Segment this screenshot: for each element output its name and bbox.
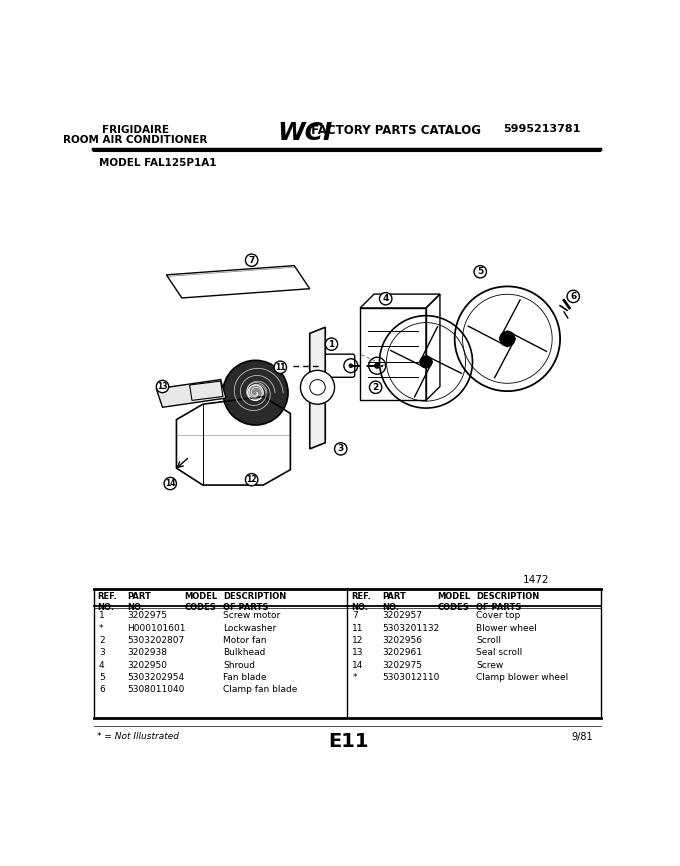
Text: 7: 7 [248, 255, 255, 265]
Text: FACTORY PARTS CATALOG: FACTORY PARTS CATALOG [307, 124, 481, 137]
Text: 3: 3 [99, 649, 105, 657]
Text: 3202975: 3202975 [128, 611, 168, 620]
Text: 2: 2 [373, 383, 379, 391]
Text: 5: 5 [477, 268, 483, 276]
Circle shape [369, 381, 382, 393]
Circle shape [301, 371, 335, 404]
Text: 3202957: 3202957 [382, 611, 422, 620]
Text: MODEL
CODES: MODEL CODES [438, 592, 471, 611]
Text: *: * [99, 624, 103, 633]
Circle shape [500, 331, 515, 346]
Text: Bulkhead: Bulkhead [223, 649, 265, 657]
Text: 2: 2 [99, 636, 105, 645]
Circle shape [274, 361, 286, 373]
Text: Scroll: Scroll [477, 636, 501, 645]
Circle shape [245, 474, 258, 486]
Text: 14: 14 [165, 479, 175, 488]
Text: 5303202807: 5303202807 [128, 636, 185, 645]
Text: 7: 7 [352, 611, 358, 620]
Circle shape [379, 293, 392, 305]
Text: 12: 12 [246, 475, 257, 484]
Circle shape [164, 477, 176, 489]
Circle shape [420, 356, 432, 368]
Text: Lockwasher: Lockwasher [223, 624, 276, 633]
Text: 9/81: 9/81 [571, 733, 593, 742]
Circle shape [567, 290, 579, 302]
Text: 13: 13 [157, 382, 168, 391]
Text: 6: 6 [570, 292, 577, 301]
Circle shape [374, 363, 380, 369]
Text: Seal scroll: Seal scroll [477, 649, 523, 657]
Circle shape [156, 380, 169, 392]
Text: 5995213781: 5995213781 [504, 124, 581, 134]
Circle shape [248, 385, 263, 400]
Text: Clamp blower wheel: Clamp blower wheel [477, 673, 568, 682]
Circle shape [335, 443, 347, 455]
Text: 13: 13 [352, 649, 364, 657]
Text: E11: E11 [328, 733, 369, 751]
Text: Shroud: Shroud [223, 661, 255, 669]
Text: 3202938: 3202938 [128, 649, 168, 657]
Polygon shape [310, 327, 325, 449]
Text: 5303201132: 5303201132 [382, 624, 439, 633]
Text: WCI: WCI [277, 121, 333, 145]
Text: MODEL
CODES: MODEL CODES [184, 592, 218, 611]
Text: Screw motor: Screw motor [223, 611, 280, 620]
Circle shape [245, 254, 258, 267]
Circle shape [223, 360, 288, 425]
Text: MODEL FAL125P1A1: MODEL FAL125P1A1 [99, 158, 216, 168]
Text: 4: 4 [383, 294, 389, 303]
Text: 5: 5 [99, 673, 105, 682]
Text: 4: 4 [99, 661, 105, 669]
Text: 1: 1 [99, 611, 105, 620]
Text: ROOM AIR CONDITIONER: ROOM AIR CONDITIONER [63, 135, 207, 145]
Text: Cover top: Cover top [477, 611, 521, 620]
Polygon shape [156, 379, 226, 407]
Text: 6: 6 [99, 685, 105, 695]
Text: *: * [352, 673, 357, 682]
Text: PART
NO.: PART NO. [382, 592, 406, 611]
Text: Blower wheel: Blower wheel [477, 624, 537, 633]
Circle shape [474, 266, 486, 278]
Text: 3202956: 3202956 [382, 636, 422, 645]
Text: DESCRIPTION
OF PARTS: DESCRIPTION OF PARTS [223, 592, 286, 611]
Text: * = Not Illustrated: * = Not Illustrated [97, 733, 180, 741]
Text: 3202975: 3202975 [382, 661, 422, 669]
Text: 1472: 1472 [523, 575, 549, 585]
Circle shape [325, 338, 338, 351]
Text: Motor fan: Motor fan [223, 636, 267, 645]
Text: 14: 14 [352, 661, 364, 669]
Text: 5308011040: 5308011040 [128, 685, 185, 695]
Text: H000101601: H000101601 [128, 624, 186, 633]
Text: Clamp fan blade: Clamp fan blade [223, 685, 297, 695]
Text: REF.
NO.: REF. NO. [97, 592, 117, 611]
Text: 11: 11 [275, 363, 286, 372]
Text: 1: 1 [328, 339, 335, 349]
Text: 3: 3 [338, 444, 344, 454]
Text: 3202961: 3202961 [382, 649, 422, 657]
Text: 5303202954: 5303202954 [128, 673, 185, 682]
Text: Screw: Screw [477, 661, 504, 669]
Text: 12: 12 [352, 636, 364, 645]
Text: 5303012110: 5303012110 [382, 673, 439, 682]
Text: 11: 11 [352, 624, 364, 633]
Text: FRIGIDAIRE: FRIGIDAIRE [102, 126, 169, 135]
Text: PART
NO.: PART NO. [128, 592, 152, 611]
Text: Fan blade: Fan blade [223, 673, 267, 682]
Text: 3202950: 3202950 [128, 661, 168, 669]
Text: REF.
NO.: REF. NO. [351, 592, 371, 611]
Text: DESCRIPTION
OF PARTS: DESCRIPTION OF PARTS [477, 592, 540, 611]
Circle shape [348, 364, 353, 368]
